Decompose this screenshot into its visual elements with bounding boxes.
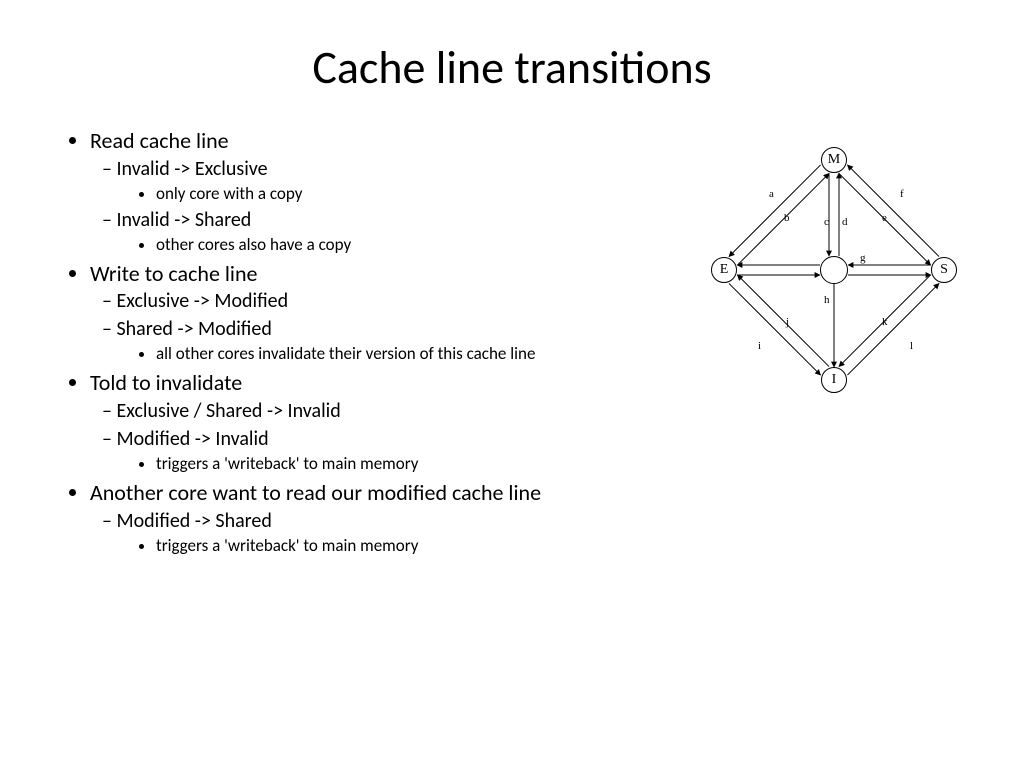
diagram-edge — [737, 275, 829, 367]
diagram-edge-label: j — [786, 316, 789, 328]
bullet-l3: triggers a 'writeback' to main memory — [156, 535, 964, 558]
diagram-edge-label: e — [882, 212, 887, 224]
mesi-diagram: M E S Iab c d e f g h i j k l — [684, 140, 984, 420]
diagram-edge-label: h — [824, 294, 830, 306]
diagram-node-e: E — [711, 257, 737, 283]
diagram-edge-label: a — [769, 188, 774, 200]
diagram-edge — [847, 165, 939, 257]
diagram-edge-label: f — [900, 188, 904, 200]
diagram-edge-label: k — [882, 316, 888, 328]
diagram-edge-label: l — [910, 340, 913, 352]
diagram-edge — [729, 165, 821, 257]
diagram-edge-label: c — [824, 216, 829, 228]
bullet-l1: Another core want to read our modified c… — [90, 478, 964, 558]
bullet-l2: Modified -> Invalidtriggers a 'writeback… — [120, 426, 964, 476]
diagram-edge-label: b — [784, 212, 790, 224]
slide: Cache line transitions Read cache lineIn… — [0, 0, 1024, 768]
bullet-l2: Modified -> Sharedtriggers a 'writeback'… — [120, 508, 964, 558]
diagram-edge-label: i — [758, 340, 761, 352]
diagram-node-i: I — [821, 367, 847, 393]
diagram-edge-label: d — [842, 216, 848, 228]
diagram-edge-label: g — [860, 252, 866, 264]
page-title: Cache line transitions — [60, 40, 964, 96]
bullet-l3: triggers a 'writeback' to main memory — [156, 453, 964, 476]
diagram-node-m: M — [821, 147, 847, 173]
diagram-edge — [729, 283, 821, 375]
diagram-edge — [847, 283, 939, 375]
diagram-node-c — [820, 256, 848, 284]
diagram-node-s: S — [931, 257, 957, 283]
